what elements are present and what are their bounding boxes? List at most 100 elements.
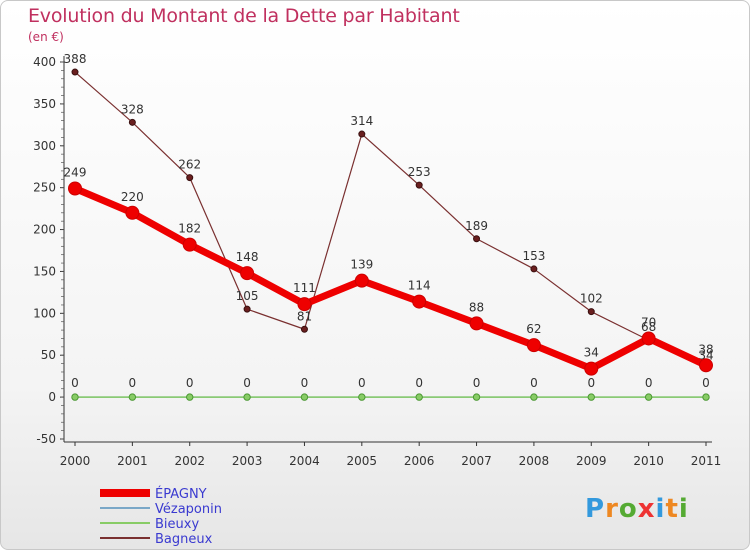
data-point-bagneux [71,68,79,76]
y-tick-label: -50 [36,432,56,446]
x-tick-label: 2007 [461,454,492,468]
y-tick-label: 300 [33,139,56,153]
data-label-bagneux: 262 [178,158,201,172]
logo-letter: r [605,494,619,524]
data-point-bagneux [587,308,595,316]
logo-letter: t [665,494,678,524]
data-point-bagneux [186,174,194,182]
data-label-bagneux: 68 [641,320,656,334]
data-point-epagny [526,338,541,353]
data-label-epagny: 88 [469,300,484,314]
data-point-epagny [584,361,599,376]
data-point-epagny [412,294,427,309]
y-tick-label: 0 [48,390,56,404]
data-label-bieuxy: 0 [243,376,251,390]
data-point-epagny [240,266,255,281]
legend-label-vezaponin: Vézaponin [155,502,222,517]
legend-label-epagny: ÉPAGNY [155,486,207,502]
data-label-bieuxy: 0 [702,376,710,390]
data-label-bieuxy: 0 [530,376,538,390]
data-point-epagny [68,181,82,196]
x-tick-label: 2000 [60,454,91,468]
y-tick-label: 50 [41,348,56,362]
y-tick-label: 150 [33,264,56,278]
data-label-bagneux: 81 [297,309,312,323]
data-label-bieuxy: 0 [301,376,309,390]
data-label-epagny: 139 [350,258,373,272]
legend-label-bieuxy: Bieuxy [155,517,199,532]
data-label-bieuxy: 0 [587,376,595,390]
chart-title: Evolution du Montant de la Dette par Hab… [28,5,460,27]
x-tick-label: 2001 [117,454,148,468]
data-label-epagny: 70 [641,315,656,329]
data-point-epagny [125,205,140,220]
data-label-epagny: 182 [178,222,201,236]
data-label-bagneux: 102 [580,292,603,306]
data-point-bieuxy [415,393,423,401]
data-point-epagny [469,316,484,331]
proxiti-logo: Proxiti [585,494,689,524]
data-label-epagny: 62 [526,322,541,336]
data-label-bagneux: 189 [465,219,488,233]
data-point-epagny [182,237,197,252]
x-tick-label: 2006 [404,454,435,468]
data-point-epagny [354,273,369,288]
data-point-bieuxy [186,393,194,401]
x-tick-label: 2008 [519,454,550,468]
data-label-epagny: 38 [698,342,713,356]
data-label-bagneux: 314 [350,114,373,128]
data-label-epagny: 34 [584,346,599,360]
x-tick-label: 2002 [174,454,205,468]
data-point-bieuxy [128,393,137,401]
data-point-bieuxy [71,393,79,401]
x-tick-label: 2011 [691,454,722,468]
data-label-bieuxy: 0 [645,376,653,390]
data-label-bagneux: 388 [64,52,87,66]
data-point-bieuxy [358,393,366,401]
data-label-epagny: 148 [236,250,259,264]
data-point-epagny [297,297,312,312]
data-label-epagny: 111 [293,281,316,295]
data-point-bagneux [300,325,308,333]
data-point-epagny [641,331,656,346]
data-label-bagneux: 34 [698,349,713,363]
data-label-epagny: 220 [121,190,144,204]
data-point-bagneux [358,130,366,138]
chart-subtitle: (en €) [28,30,64,44]
series-line-epagny [71,185,710,373]
data-point-bagneux [473,235,481,243]
data-label-bagneux: 153 [522,249,545,263]
data-point-bagneux [128,118,136,126]
data-label-bieuxy: 0 [358,376,366,390]
logo-letter: P [585,494,605,524]
data-point-epagny [699,358,713,373]
data-label-epagny: 114 [408,279,431,293]
data-point-bieuxy [587,393,595,401]
data-label-epagny: 249 [64,166,87,180]
data-label-bagneux: 105 [236,289,259,303]
logo-letter: i [656,494,666,524]
data-label-bieuxy: 0 [186,376,194,390]
data-point-bieuxy [472,393,481,401]
y-tick-label: 100 [33,306,56,320]
logo-letter: x [638,494,656,524]
x-tick-label: 2004 [289,454,320,468]
y-tick-label: 350 [33,97,56,111]
data-label-bieuxy: 0 [473,376,481,390]
series-line-bagneux [74,71,707,370]
data-label-bieuxy: 0 [415,376,423,390]
data-point-bieuxy [243,393,251,401]
data-point-bagneux [530,265,538,273]
y-tick-label: 200 [33,223,56,237]
data-label-bagneux: 253 [408,165,431,179]
data-point-bieuxy [644,393,653,401]
y-tick-label: 400 [33,55,56,69]
logo-letter: o [619,494,638,524]
data-point-bagneux [243,305,251,313]
x-tick-label: 2009 [576,454,607,468]
data-point-bieuxy [530,393,538,401]
data-point-bieuxy [300,393,309,401]
data-point-bagneux [415,181,423,189]
